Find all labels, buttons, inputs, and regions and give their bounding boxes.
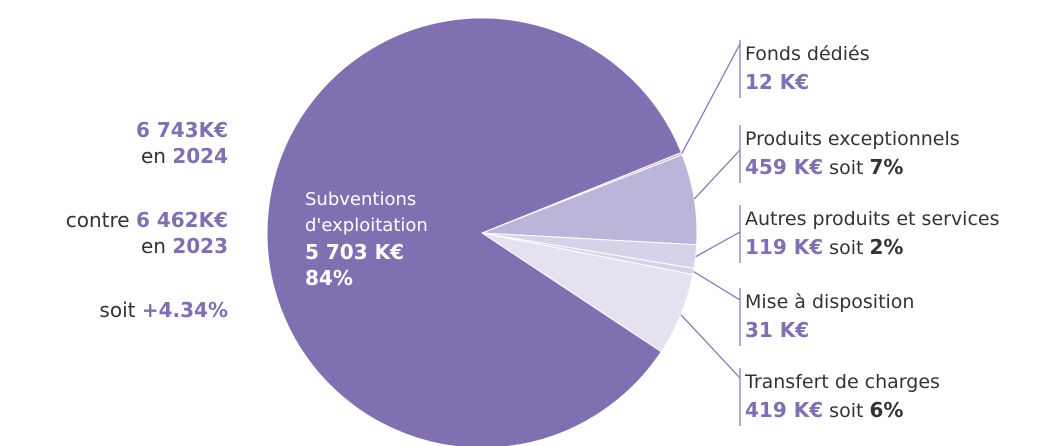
slice-name: Fonds dédiés [745, 43, 870, 65]
slice-name: Transfert de charges [745, 371, 940, 393]
change-word: soit [99, 298, 136, 322]
slice-label: Autres produits et services 119 K€ soit 2… [745, 205, 1000, 262]
slice-value-line: 31 K€ [745, 316, 914, 345]
summary-total: 6 743K€ en 2024 [136, 117, 228, 169]
slice-value: 5 703 K€ [305, 240, 405, 264]
slice-name: Mise à disposition [745, 291, 915, 313]
slice-label: Transfert de charges 419 K€ soit 6% [745, 368, 940, 425]
leader-line [680, 314, 741, 379]
versus-word: contre [65, 208, 130, 232]
slice-value: 459 K€ [745, 155, 824, 179]
slice-value: 12 K€ [745, 70, 810, 94]
slice-value-line: 12 K€ [745, 68, 870, 97]
connector: soit [829, 400, 864, 422]
slice-share: 7% [869, 155, 904, 179]
leader-line [693, 271, 741, 301]
change: +4.34% [141, 298, 228, 322]
summary-change: soit +4.34% [99, 297, 228, 323]
slice-share: 6% [869, 398, 904, 422]
slice-label: Mise à disposition 31 K€ [745, 288, 914, 345]
summary-previous: contre 6 462K€ en 2023 [66, 207, 228, 259]
leader-line [695, 231, 741, 258]
previous-year: 2023 [172, 234, 228, 258]
total: 6 743K€ [135, 118, 228, 142]
leader-line [681, 43, 741, 154]
previous-total: 6 462K€ [135, 208, 228, 232]
slice-share: 84% [305, 266, 353, 290]
slice-value: 31 K€ [745, 318, 810, 342]
slice-value: 119 K€ [745, 235, 824, 259]
in-word: en [140, 144, 166, 168]
slice-value-line: 419 K€ soit 6% [745, 396, 940, 425]
connector: soit [829, 157, 864, 179]
slice-share: 2% [869, 235, 904, 259]
in-word: en [140, 234, 166, 258]
slice-name: Subventions d'exploitation [305, 189, 428, 236]
slice-value: 419 K€ [745, 398, 824, 422]
pie-slice [266, 17, 682, 446]
slice-name: Autres produits et services [745, 208, 1000, 230]
slice-value-line: 459 K€ soit 7% [745, 153, 960, 182]
slice-value-line: 119 K€ soit 2% [745, 233, 1000, 262]
slice-label: Fonds dédiés 12 K€ [745, 40, 870, 97]
slice-label: Produits exceptionnels 459 K€ soit 7% [745, 125, 960, 182]
main-slice-label: Subventions d'exploitation 5 703 K€ 84% [305, 187, 475, 291]
connector: soit [829, 237, 864, 259]
slice-name: Produits exceptionnels [745, 128, 960, 150]
leader-line [693, 149, 741, 200]
year: 2024 [172, 144, 228, 168]
